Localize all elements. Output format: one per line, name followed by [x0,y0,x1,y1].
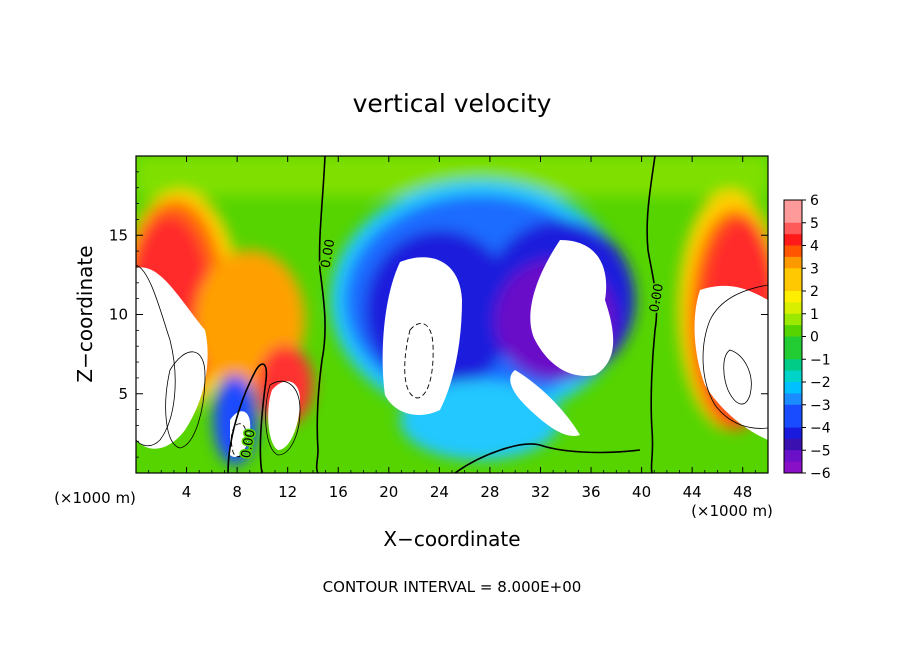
contour-lines [227,156,658,473]
x-tick-label: 44 [683,483,702,501]
colorbar-swatch [784,461,802,474]
colorbar-swatch [784,359,802,372]
x-axis: 4 8 12 16 20 24 28 32 36 40 44 48 [148,156,756,501]
colorbar-swatch [784,416,802,428]
colorbar-label: 0 [810,330,819,346]
x-tick-label: 20 [379,483,398,501]
chart-title: vertical velocity [353,89,552,118]
x-tick-label: 48 [733,483,752,501]
x-axis-label: X−coordinate [383,527,520,551]
contour-label-group: 0.00 0.00 0.00 [237,237,668,461]
colorbar-swatch [784,222,802,235]
colorbar-label: −5 [810,443,831,459]
colorbar-swatch [784,404,802,417]
colorbar-swatch [784,393,802,406]
colorbar-label: −1 [810,352,831,368]
contour-label: 0.00 [647,282,667,313]
colorbar-label: −3 [810,398,831,414]
colorbar-swatch [784,234,802,246]
colorbar-label: −4 [810,421,831,437]
x-tick-label: 40 [632,483,651,501]
colorbar-swatch [784,200,802,212]
colorbar-label: −2 [810,375,831,391]
dashed-contours [230,322,434,458]
y-tick-label: 5 [118,385,128,403]
colorbar-swatch [784,313,802,326]
colorbar-swatch [784,370,802,383]
colorbar-swatch [784,302,802,315]
colorbar-label: 6 [810,193,819,209]
heatmap-field [136,156,768,473]
x-tick-label: 32 [531,483,550,501]
y-tick-label: 10 [109,306,128,324]
colorbar-swatch [784,336,802,349]
x-tick-label: 16 [329,483,348,501]
x-tick-label: 12 [278,483,297,501]
x-unit-left: (×1000 m) [54,489,136,507]
colorbar-label: 2 [810,284,819,300]
colorbar-swatch [784,211,802,224]
colorbar-swatch [784,438,802,451]
y-axis: 5 10 15 [109,171,768,458]
colorbar-label: 4 [810,239,819,255]
colorbar-swatch [784,450,802,463]
colorbar-swatch [784,325,802,337]
colorbar-swatch [784,245,802,258]
thin-contours [136,264,768,456]
x-tick-label: 4 [182,483,192,501]
colorbar-label: 3 [810,261,819,277]
x-tick-label: 8 [232,483,242,501]
colorbar-swatch [784,347,802,360]
x-unit-right: (×1000 m) [691,502,773,520]
colorbar-swatch [784,291,802,303]
colorbar-swatch [784,427,802,440]
contour-interval-note: CONTOUR INTERVAL = 8.000E+00 [323,578,582,596]
x-tick-label: 36 [581,483,600,501]
y-tick-label: 15 [109,226,128,244]
colorbar-swatch [784,279,802,292]
x-tick-label: 24 [430,483,449,501]
colorbar-swatch [784,256,802,269]
y-axis-label: Z−coordinate [73,245,97,382]
x-tick-label: 28 [480,483,499,501]
colorbar-swatch [784,268,802,281]
colorbar-label: −6 [810,466,831,482]
colorbar: 6 5 4 3 2 1 0 −1 −2 −3 −4 −5 −6 [783,193,831,482]
contour-label: 0.00 [239,428,259,459]
colorbar-label: 5 [810,216,819,232]
colorbar-label: 1 [810,307,819,323]
colorbar-swatch [784,382,802,394]
contour-label: 0.00 [319,238,339,269]
